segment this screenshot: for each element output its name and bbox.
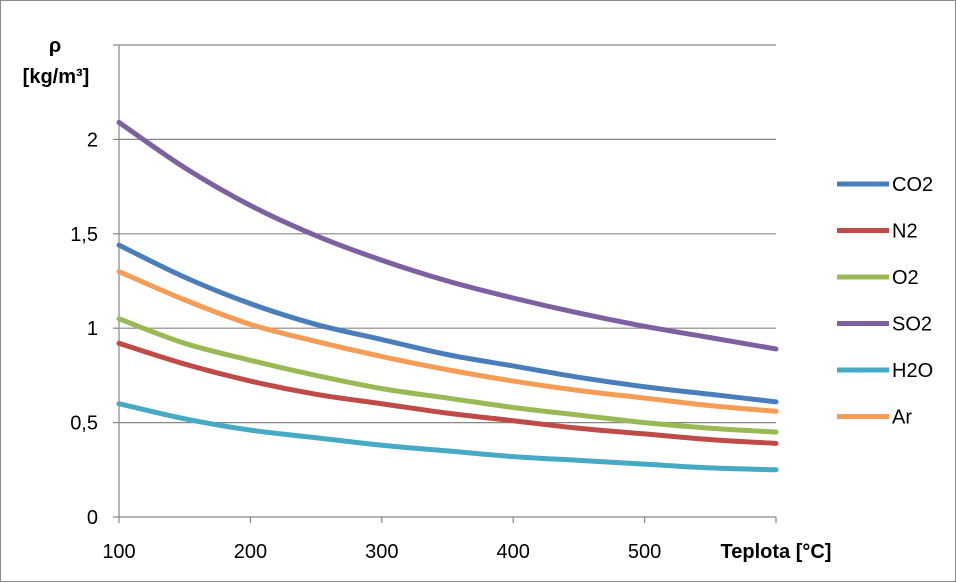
x-tick-label: 500 xyxy=(628,541,661,563)
legend-label: SO2 xyxy=(892,314,932,336)
x-tick-label: 400 xyxy=(497,541,530,563)
series-line-so2 xyxy=(116,119,779,352)
y-tick-label: 0 xyxy=(87,507,98,529)
y-axis-title-unit: [kg/m³] xyxy=(23,66,90,88)
y-axis-title-symbol: ρ xyxy=(49,35,61,57)
series-line-ar xyxy=(116,269,779,414)
tick-labels: 0 0,5 1 1,5 2 100 200 300 400 500 xyxy=(70,129,661,563)
series-line-h2o xyxy=(116,401,779,473)
legend-label: H2O xyxy=(892,360,933,382)
x-tick-label: 100 xyxy=(102,541,135,563)
series-line-co2 xyxy=(116,242,779,405)
gridlines xyxy=(119,44,776,424)
legend-label: O2 xyxy=(892,267,919,289)
x-tick-label: 300 xyxy=(365,541,398,563)
legend-item-n2: N2 xyxy=(837,221,918,243)
legend-item-so2: SO2 xyxy=(837,314,932,336)
series-line-o2 xyxy=(116,316,779,435)
legend-item-h2o: H2O xyxy=(837,360,933,382)
series-lines xyxy=(116,119,779,473)
legend-item-ar: Ar xyxy=(837,407,912,429)
legend-label: CO2 xyxy=(892,174,933,196)
y-tick-label: 1 xyxy=(87,318,98,340)
legend-item-co2: CO2 xyxy=(837,174,933,196)
y-tick-label: 2 xyxy=(87,129,98,151)
legend-label: Ar xyxy=(892,407,912,429)
y-tick-label: 1,5 xyxy=(70,224,98,246)
legend: CO2 N2 O2 SO2 H2O Ar xyxy=(837,174,933,429)
legend-label: N2 xyxy=(892,221,918,243)
x-tick-label: 200 xyxy=(234,541,267,563)
y-tick-label: 0,5 xyxy=(70,413,98,435)
x-axis-title: Teplota [°C] xyxy=(721,541,832,563)
series-line-n2 xyxy=(116,340,779,446)
legend-item-o2: O2 xyxy=(837,267,919,289)
